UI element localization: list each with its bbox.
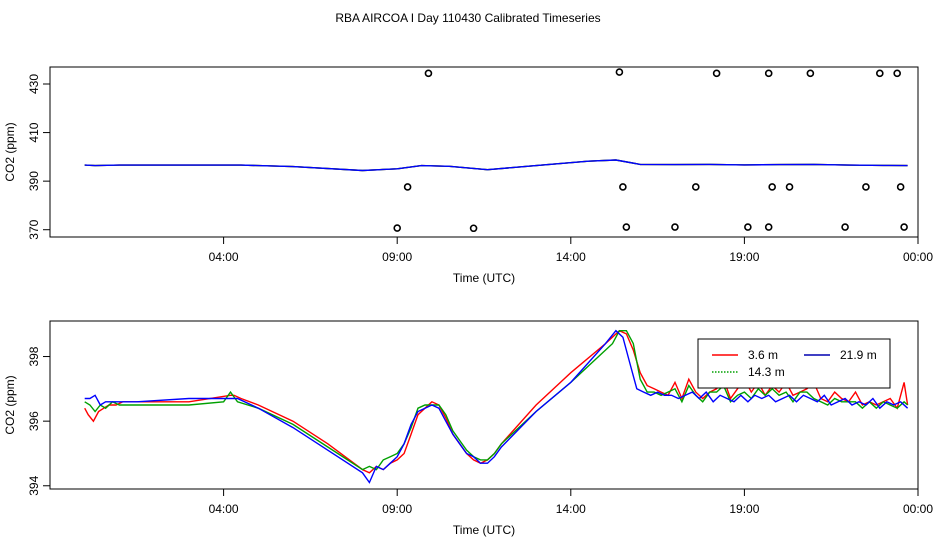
x-tick-label: 04:00 (209, 502, 239, 516)
legend-label: 21.9 m (840, 348, 877, 362)
data-point (744, 223, 752, 231)
x-axis-label: Time (UTC) (453, 523, 515, 537)
y-tick-label: 396 (27, 411, 41, 431)
data-point (764, 69, 773, 78)
y-axis-label: CO2 (ppm) (3, 122, 17, 181)
data-point (841, 223, 849, 231)
x-tick-label: 04:00 (209, 250, 239, 264)
y-axis-label: CO2 (ppm) (3, 375, 17, 434)
data-point (622, 223, 631, 231)
x-tick-label: 09:00 (382, 502, 412, 516)
x-tick-label: 14:00 (556, 502, 586, 516)
legend-label: 3.6 m (748, 348, 778, 362)
top-panel: 04:00 09:00 14:00 19:00 00:00 370 390 410 430 Tim… (3, 66, 933, 285)
data-point (403, 183, 412, 191)
data-point (712, 69, 721, 78)
data-point (862, 183, 870, 191)
y-tick-label: 370 (27, 219, 41, 239)
plot-frame (49, 66, 919, 238)
data-point (469, 224, 478, 233)
series-line-14-3-m (84, 330, 909, 471)
data-point (893, 69, 901, 78)
data-point (424, 69, 433, 78)
data-point (393, 224, 402, 232)
series-line-21-9-m (84, 329, 909, 484)
data-point (806, 69, 815, 78)
x-tick-label: 19:00 (729, 502, 759, 516)
chart-title: RBA AIRCOA I Day 110430 Calibrated Times… (335, 11, 600, 25)
x-tick-label: 14:00 (556, 250, 586, 264)
y-tick-label: 394 (27, 475, 41, 495)
y-tick-label: 410 (27, 122, 41, 142)
series-group (84, 68, 908, 233)
data-point (900, 223, 908, 231)
plot-frame (49, 320, 919, 490)
x-axis-label: Time (UTC) (453, 271, 515, 285)
x-tick-label: 00:00 (903, 502, 933, 516)
y-tick-label: 398 (27, 346, 41, 366)
x-tick-label: 00:00 (903, 250, 933, 264)
data-point (785, 183, 794, 191)
data-point (691, 183, 700, 191)
x-tick-label: 09:00 (382, 250, 412, 264)
legend-box (697, 338, 891, 389)
y-tick-label: 390 (27, 171, 41, 191)
data-point (619, 183, 627, 191)
data-point (768, 183, 776, 191)
data-point (896, 183, 905, 191)
data-point (764, 223, 773, 231)
data-point (671, 223, 679, 231)
data-point (615, 68, 624, 76)
legend-label: 14.3 m (748, 365, 785, 379)
bottom-panel: 04:00 09:00 14:00 19:00 00:00 394 396 398 Time (… (3, 320, 933, 537)
y-tick-label: 430 (27, 74, 41, 94)
x-tick-label: 19:00 (729, 250, 759, 264)
legend: 3.6 m 21.9 m 14.3 m (697, 338, 891, 389)
series-line-2 (84, 159, 908, 172)
data-point (876, 69, 884, 78)
